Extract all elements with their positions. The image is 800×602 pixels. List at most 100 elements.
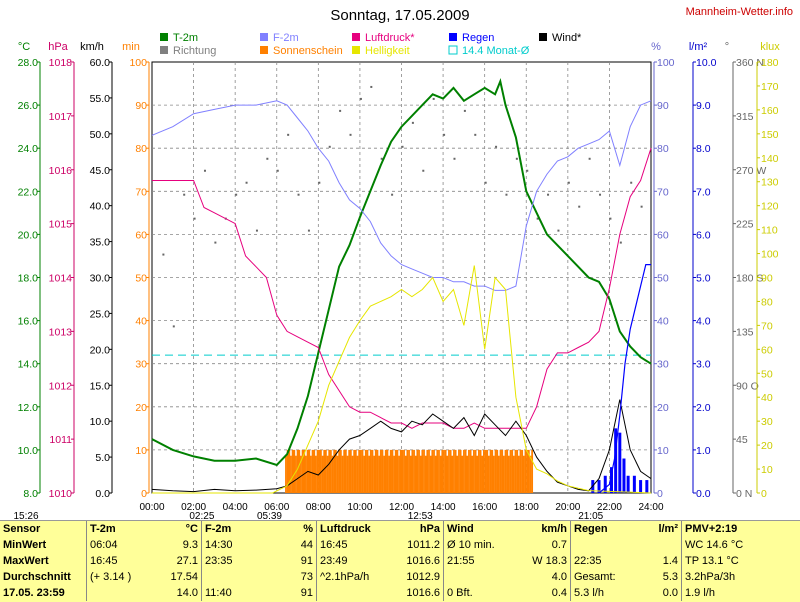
axis-tick-label: 90 <box>135 100 147 112</box>
axis-tick-label: 1017 <box>49 111 73 123</box>
sunshine-bar <box>463 449 465 493</box>
x-tick-label: 24:00 <box>638 502 663 513</box>
axis-tick-label: 30.0 <box>90 273 111 285</box>
sunshine-bar <box>428 449 430 493</box>
axis-tick-label: 1012 <box>49 380 73 392</box>
sunshine-bar <box>478 449 480 493</box>
sunshine-bar <box>459 449 462 493</box>
axis-tick-label: 8.0 <box>696 143 711 155</box>
sunshine-bar <box>519 449 522 493</box>
sunshine-bar <box>511 449 514 493</box>
table-cell: Regen <box>570 521 639 537</box>
direction-point <box>526 169 529 172</box>
sunshine-bar <box>329 449 332 493</box>
table-cell: 1016.6 <box>406 587 440 599</box>
sunshine-bar <box>479 449 482 493</box>
axis-unit-label: % <box>651 41 661 53</box>
sunshine-bar <box>526 449 529 493</box>
sunshine-bar <box>433 449 435 493</box>
table-cell: 06:04 <box>86 537 155 553</box>
axis-tick-label: 90 <box>657 100 669 112</box>
series-line-t-2m <box>151 78 652 467</box>
axis-tick-label: 100 <box>761 249 779 261</box>
table-cell: Ø 10 min. <box>443 537 512 553</box>
direction-point <box>370 85 373 88</box>
axis-tick-label: 10 <box>657 445 669 457</box>
axis-unit-label: km/h <box>80 41 104 53</box>
axis-tick-label: 5.0 <box>95 452 110 464</box>
legend-label: Regen <box>462 32 494 44</box>
sunshine-bar <box>502 455 505 493</box>
sunshine-bar <box>369 449 372 493</box>
axis-tick-label: 16.0 <box>18 316 39 328</box>
time-markers: 15:26 02:25 05:39 12:53 21:05 <box>13 511 603 520</box>
time-marker: 05:39 <box>257 511 282 520</box>
table-cell <box>570 537 639 553</box>
table-cell: 0.0 <box>662 587 678 599</box>
legend-label: Richtung <box>173 45 216 57</box>
axis-tick-label: 360 N <box>736 57 764 69</box>
sunshine-bar <box>336 455 339 493</box>
sunshine-bar <box>411 449 414 493</box>
direction-point <box>599 193 602 196</box>
sunshine-bar <box>366 449 369 493</box>
axis-tick-label: 25.0 <box>90 308 111 320</box>
axis-tick-label: 80 <box>761 296 773 308</box>
axis-tick-label: 135 <box>736 326 754 338</box>
sunshine-bar <box>318 449 321 493</box>
chart-title: Sonntag, 17.05.2009 <box>330 7 469 24</box>
sunshine-bar <box>409 455 412 493</box>
sunshine-bar <box>313 449 316 493</box>
sunshine-bar <box>408 449 410 493</box>
axis-tick-label: 45.0 <box>90 165 111 177</box>
time-marker: 12:53 <box>408 511 433 520</box>
sunshine-bar <box>497 455 500 493</box>
axis-tick-label: 2.0 <box>696 402 711 414</box>
sunshine-bar <box>311 449 314 493</box>
axis-tick-label: 1018 <box>49 57 73 69</box>
direction-point <box>380 157 383 160</box>
axis-tick-label: 90 <box>761 273 773 285</box>
sunshine-bar <box>368 455 371 493</box>
sunshine-bar <box>376 449 379 493</box>
sunshine-bar <box>458 449 460 493</box>
legend-swatch <box>352 33 360 41</box>
direction-point <box>214 241 217 244</box>
legend-label: F-2m <box>273 32 299 44</box>
sunshine-bar <box>383 455 386 493</box>
table-cell: 73 <box>300 571 313 583</box>
direction-point <box>339 109 342 112</box>
site-link[interactable]: Mannheim-Wetter.info <box>686 6 793 18</box>
direction-point <box>391 193 394 196</box>
x-tick-label: 08:00 <box>306 502 331 513</box>
axis-tick-label: 15.0 <box>90 380 111 392</box>
sunshine-bar <box>328 449 331 493</box>
axis-tick-label: 1014 <box>49 273 73 285</box>
rain-bar <box>597 480 601 493</box>
sunshine-bar <box>423 449 425 493</box>
sunshine-bar <box>418 449 420 493</box>
direction-point <box>276 169 279 172</box>
table-cell: PMV+2:19 <box>681 521 798 537</box>
axis-tick-label: 18.0 <box>18 273 39 285</box>
axis-tick-label: 1013 <box>49 326 73 338</box>
sunshine-bar <box>361 449 364 493</box>
table-cell: 16:45 <box>316 537 385 553</box>
sunshine-bar <box>426 449 429 493</box>
rain-bar <box>609 467 613 493</box>
grid <box>152 62 651 493</box>
axis-tick-label: 55.0 <box>90 93 111 105</box>
axis-tick-label: 80 <box>135 143 147 155</box>
rain-bar <box>632 475 636 493</box>
sunshine-bar <box>334 449 337 493</box>
table-cell: Wind <box>443 521 512 537</box>
sunshine-bar <box>517 455 520 493</box>
axis-tick-label: 0.0 <box>696 488 711 500</box>
sunshine-bar <box>449 449 452 493</box>
table-cell <box>443 569 512 585</box>
direction-point <box>359 97 362 100</box>
direction-point <box>609 217 612 220</box>
axis-tick-label: 24.0 <box>18 143 39 155</box>
table-cell: 17.54 <box>170 571 198 583</box>
rain-bar <box>618 432 622 493</box>
